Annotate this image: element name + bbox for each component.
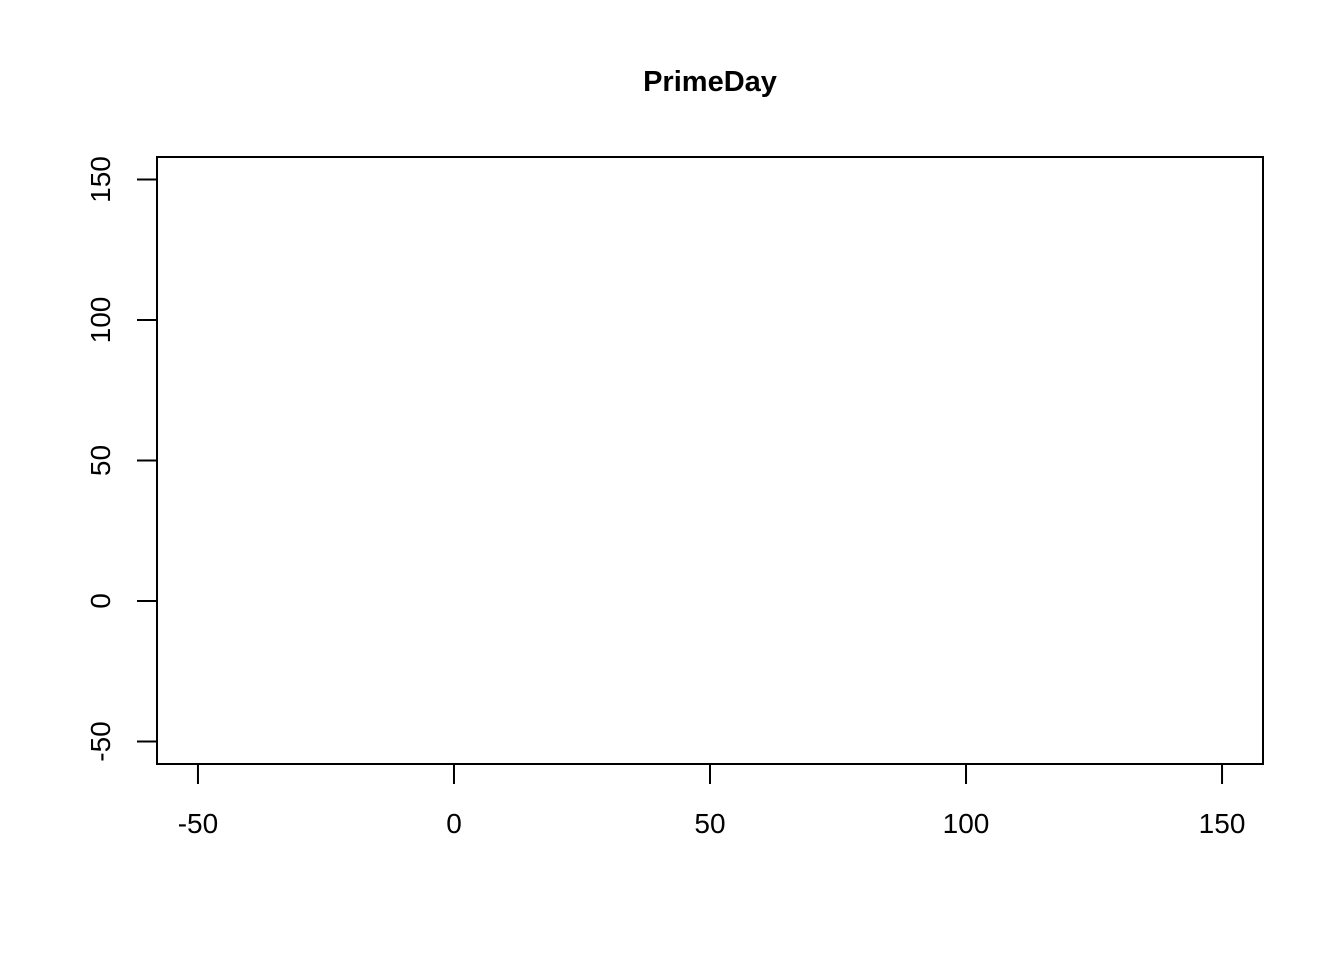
y-tick-label: 150 — [85, 156, 116, 203]
y-tick-label: -50 — [85, 721, 116, 761]
x-tick-label: 0 — [446, 808, 462, 839]
chart-title: PrimeDay — [643, 66, 777, 98]
y-tick-label: 100 — [85, 297, 116, 344]
x-tick-label: 100 — [943, 808, 990, 839]
x-axis: -50 0 50 100 150 — [178, 763, 1246, 839]
plot-area-frame — [156, 156, 1264, 765]
x-tick-label: 150 — [1199, 808, 1246, 839]
x-tick-label: -50 — [178, 808, 218, 839]
y-tick-label: 50 — [85, 445, 116, 476]
y-axis: -50 0 50 100 150 — [85, 156, 158, 762]
y-tick-label: 0 — [85, 593, 116, 609]
x-tick-label: 50 — [694, 808, 725, 839]
